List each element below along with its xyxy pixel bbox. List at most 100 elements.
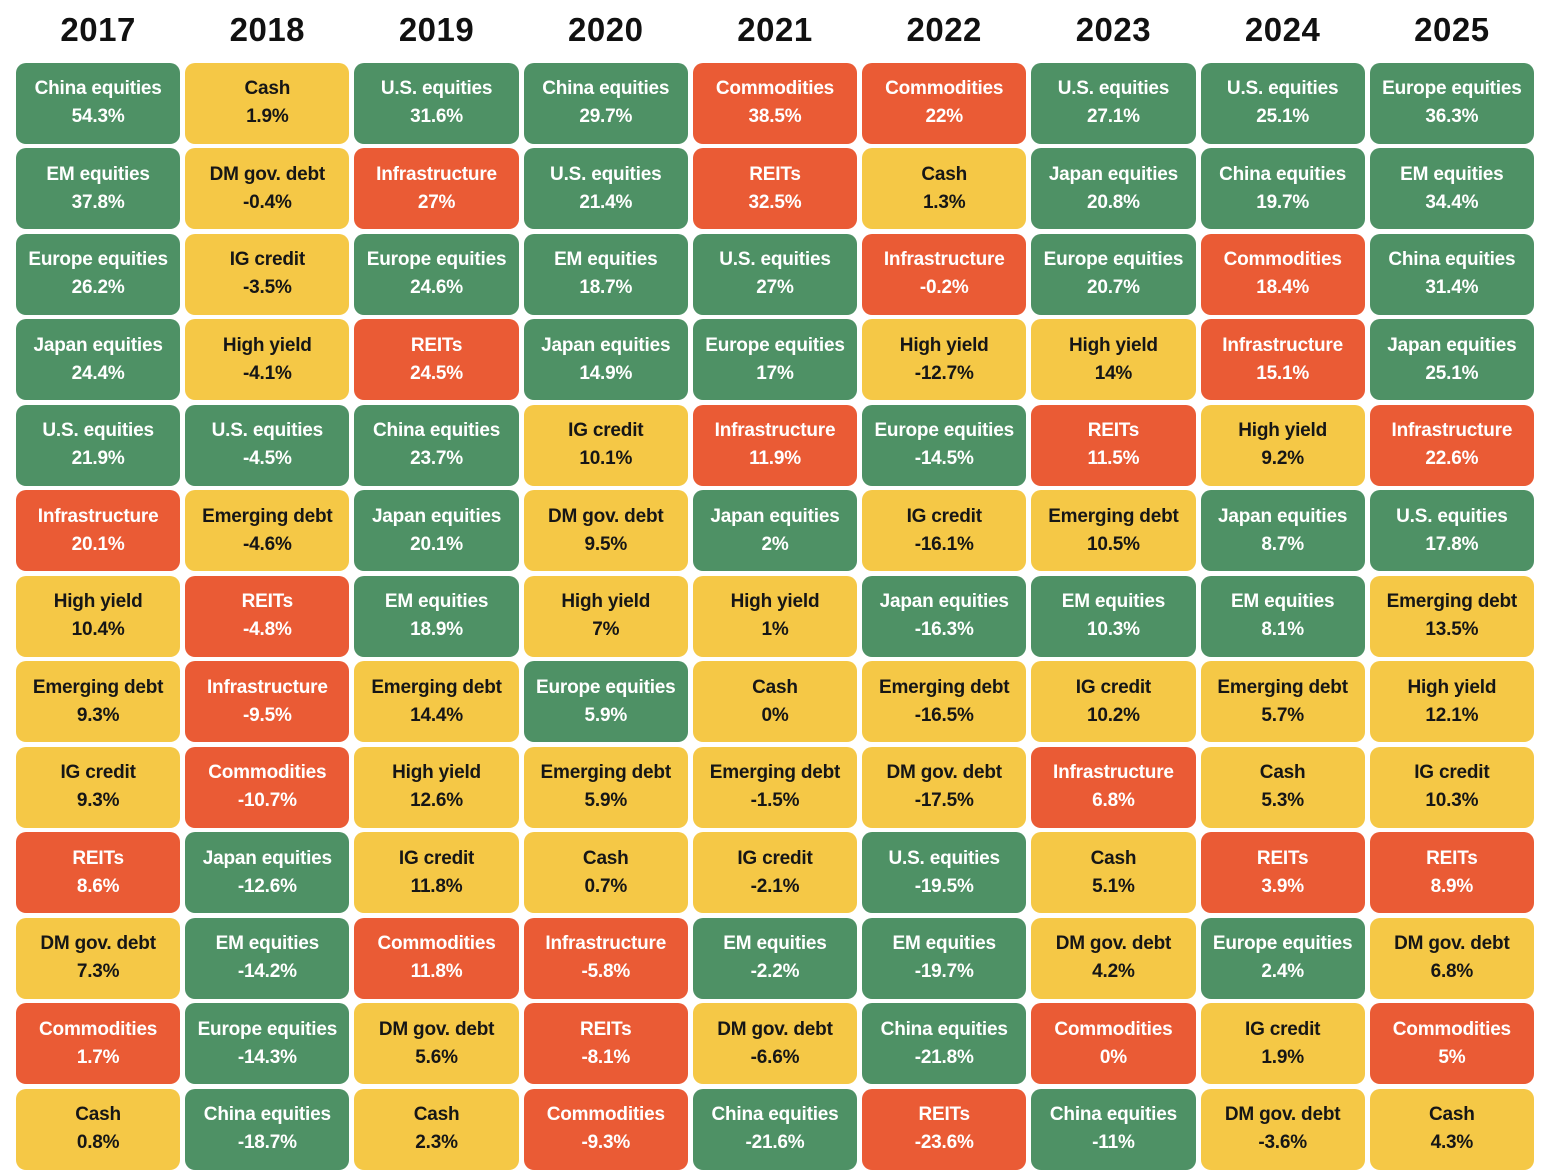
- asset-cell: Japan equities -12.6%: [185, 832, 350, 914]
- asset-cell: China equities 19.7%: [1200, 148, 1365, 230]
- year-column: 2020 China equities 29.7% U.S. equities …: [523, 2, 688, 1170]
- asset-return-value: 5.1%: [1092, 875, 1135, 897]
- asset-name: China equities: [373, 420, 501, 442]
- asset-return-value: 20.7%: [1086, 277, 1140, 299]
- asset-return-value: 5.9%: [584, 790, 628, 812]
- asset-cell: Japan equities 25.1%: [1369, 319, 1534, 401]
- asset-name: EM equities: [1061, 591, 1166, 613]
- asset-cell: U.S. equities -19.5%: [862, 832, 1027, 914]
- asset-return-value: 9.3%: [76, 790, 120, 812]
- asset-name: Europe equities: [366, 249, 507, 271]
- asset-return-value: 20.8%: [1086, 191, 1140, 213]
- asset-name: IG credit: [398, 847, 475, 869]
- asset-name: Infrastructure: [376, 163, 497, 185]
- asset-cell: IG credit 1.9%: [1200, 1003, 1365, 1085]
- year-header: 2023: [1075, 11, 1152, 48]
- asset-cell: U.S. equities 21.9%: [16, 404, 181, 486]
- asset-return-value: -19.5%: [914, 875, 974, 897]
- asset-return-value: -4.6%: [243, 533, 292, 555]
- asset-cell: U.S. equities 31.6%: [354, 62, 519, 144]
- asset-name: IG credit: [737, 847, 813, 869]
- asset-cell: Infrastructure 15.1%: [1200, 319, 1365, 401]
- asset-name: Infrastructure: [1391, 420, 1513, 442]
- asset-cell: REITs 8.6%: [16, 832, 181, 914]
- asset-return-value: 5.9%: [584, 704, 628, 726]
- asset-name: Europe equities: [536, 676, 676, 698]
- asset-cell: DM gov. debt 4.2%: [1031, 917, 1196, 999]
- asset-cell: Europe equities -14.5%: [862, 404, 1027, 486]
- asset-name: U.S. equities: [1057, 78, 1170, 100]
- asset-cell: Cash 0.8%: [16, 1088, 181, 1170]
- asset-return-value: 24.6%: [410, 277, 463, 299]
- asset-return-value: 5.6%: [415, 1046, 458, 1068]
- asset-cell: IG credit 10.3%: [1369, 746, 1534, 828]
- asset-cell: EM equities 10.3%: [1031, 575, 1196, 657]
- asset-cell: Japan equities 24.4%: [16, 319, 181, 401]
- asset-return-value: -18.7%: [237, 1132, 297, 1154]
- asset-return-value: 32.5%: [748, 191, 802, 213]
- asset-name: Commodities: [885, 78, 1004, 100]
- asset-cell: EM equities 37.8%: [16, 148, 181, 230]
- asset-name: Emerging debt: [878, 676, 1010, 698]
- asset-name: DM gov. debt: [548, 505, 664, 527]
- asset-return-value: 0%: [1099, 1046, 1127, 1068]
- asset-return-value: -10.7%: [237, 790, 297, 812]
- asset-return-value: 27%: [756, 277, 794, 299]
- asset-return-value: 5.3%: [1261, 790, 1304, 812]
- asset-return-value: -4.1%: [243, 362, 292, 384]
- asset-cell: Cash 4.3%: [1369, 1088, 1534, 1170]
- asset-cell: Commodities 1.7%: [16, 1003, 181, 1085]
- asset-cell: Infrastructure -5.8%: [523, 917, 688, 999]
- asset-cell: High yield 12.6%: [354, 746, 519, 828]
- asset-name: High yield: [53, 591, 143, 613]
- asset-name: Infrastructure: [883, 249, 1005, 271]
- year-column: 2022 Commodities 22% Cash 1.3% Infrastru…: [862, 2, 1027, 1170]
- asset-name: Cash: [1090, 847, 1137, 869]
- asset-return-value: -16.1%: [914, 533, 974, 555]
- asset-name: Commodities: [208, 762, 327, 784]
- asset-return-value: -9.5%: [243, 704, 292, 726]
- asset-name: Europe equities: [874, 420, 1014, 442]
- year-column: 2024 U.S. equities 25.1% China equities …: [1200, 2, 1365, 1170]
- asset-cell: High yield 9.2%: [1200, 404, 1365, 486]
- asset-return-value: -17.5%: [914, 790, 974, 812]
- asset-return-value: 11.8%: [410, 875, 463, 897]
- asset-name: DM gov. debt: [1055, 933, 1172, 955]
- asset-cell: Commodities 11.8%: [354, 917, 519, 999]
- asset-cell: Europe equities 26.2%: [16, 233, 181, 315]
- asset-return-value: 10.3%: [1086, 619, 1140, 641]
- asset-return-value: 1.7%: [76, 1046, 120, 1068]
- asset-name: Europe equities: [1382, 78, 1522, 100]
- asset-cell: U.S. equities 27.1%: [1031, 62, 1196, 144]
- asset-cell: Commodities 0%: [1031, 1003, 1196, 1085]
- asset-cell: High yield 14%: [1031, 319, 1196, 401]
- year-column: 2017 China equities 54.3% EM equities 37…: [16, 2, 181, 1170]
- asset-cell: Japan equities 2%: [692, 490, 858, 572]
- asset-return-value: 31.4%: [1425, 277, 1479, 299]
- asset-return-value: 2.4%: [1261, 961, 1304, 983]
- asset-return-value: -14.2%: [237, 961, 297, 983]
- asset-cell: China equities -11%: [1031, 1088, 1196, 1170]
- asset-name: Infrastructure: [714, 420, 836, 442]
- asset-return-value: 26.2%: [71, 277, 125, 299]
- asset-name: U.S. equities: [1396, 505, 1508, 527]
- asset-return-value: 10.2%: [1086, 704, 1140, 726]
- asset-return-value: 7.3%: [76, 961, 120, 983]
- asset-name: Infrastructure: [1222, 334, 1343, 356]
- asset-return-value: -0.2%: [919, 277, 969, 299]
- asset-name: IG credit: [229, 249, 305, 271]
- asset-name: REITs: [241, 591, 294, 613]
- asset-return-value: 22%: [925, 106, 963, 128]
- asset-cell: Infrastructure 22.6%: [1369, 404, 1534, 486]
- asset-return-value: 4.3%: [1430, 1132, 1474, 1154]
- asset-name: IG credit: [1245, 1018, 1321, 1040]
- asset-cell: REITs -23.6%: [862, 1088, 1027, 1170]
- asset-name: DM gov. debt: [40, 933, 156, 955]
- asset-return-value: 19.7%: [1256, 191, 1310, 213]
- asset-name: China equities: [711, 1104, 839, 1126]
- asset-return-value: -12.6%: [237, 875, 297, 897]
- asset-return-value: 6.8%: [1430, 961, 1474, 983]
- year-column: 2018 Cash 1.9% DM gov. debt -0.4% IG cre…: [185, 2, 350, 1170]
- asset-cell: China equities -21.6%: [692, 1088, 858, 1170]
- asset-name: China equities: [1388, 249, 1516, 271]
